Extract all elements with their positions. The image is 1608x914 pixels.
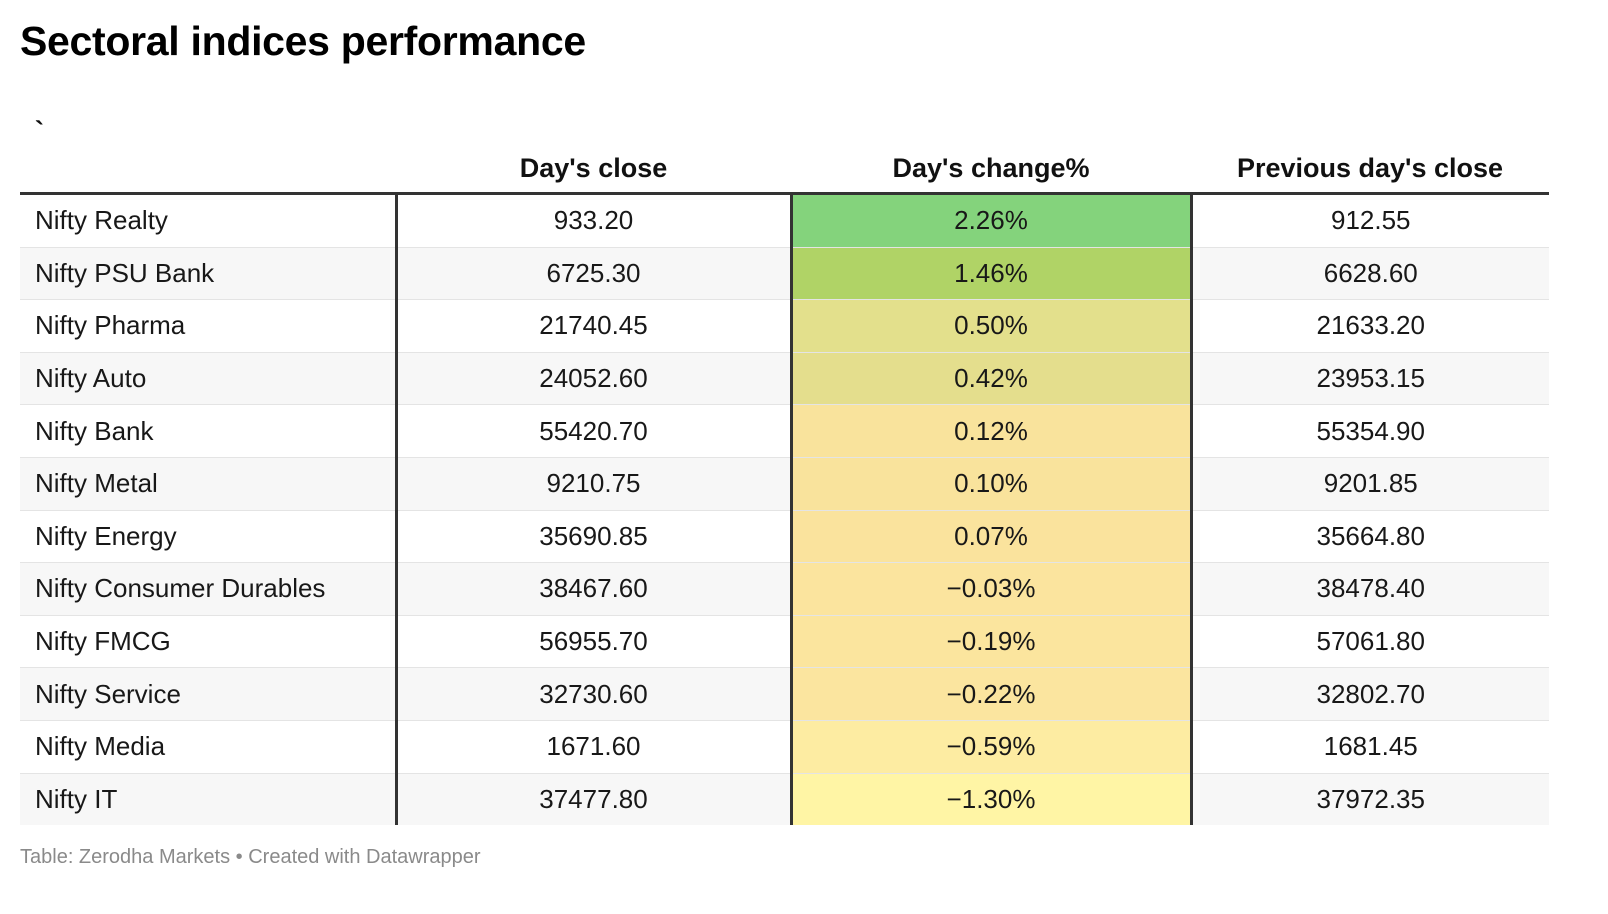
cell-index-name: Nifty FMCG: [20, 615, 398, 669]
column-header-previous-close[interactable]: Previous day's close: [1191, 106, 1549, 195]
table-header: ` Day's close Day's change% Previous day…: [20, 106, 1549, 195]
cell-index-name: Nifty Pharma: [20, 299, 398, 353]
cell-days-close: 38467.60: [396, 562, 793, 616]
cell-index-name: Nifty PSU Bank: [20, 247, 398, 301]
header-row: ` Day's close Day's change% Previous day…: [20, 106, 1549, 195]
page-title: Sectoral indices performance: [20, 18, 586, 64]
table-row: Nifty Consumer Durables 38467.60 −0.03% 384…: [20, 562, 1549, 616]
cell-previous-close: 37972.35: [1191, 773, 1549, 826]
column-header-name[interactable]: `: [20, 106, 396, 195]
table-row: Nifty Pharma 21740.45 0.50% 21633.20: [20, 299, 1549, 353]
table-row: Nifty Bank 55420.70 0.12% 55354.90: [20, 404, 1549, 458]
table-row: Nifty Service 32730.60 −0.22% 32802.70: [20, 667, 1549, 721]
cell-days-change: −1.30%: [791, 773, 1193, 826]
cell-days-close: 32730.60: [396, 667, 793, 721]
table-row: Nifty Energy 35690.85 0.07% 35664.80: [20, 510, 1549, 564]
cell-days-change: 0.07%: [791, 510, 1193, 564]
cell-days-close: 933.20: [396, 193, 793, 248]
cell-previous-close: 23953.15: [1191, 352, 1549, 406]
cell-days-change: 1.46%: [791, 247, 1193, 301]
cell-days-close: 35690.85: [396, 510, 793, 564]
table-row: Nifty Realty 933.20 2.26% 912.55: [20, 193, 1549, 248]
table-row: Nifty Media 1671.60 −0.59% 1681.45: [20, 720, 1549, 774]
cell-previous-close: 6628.60: [1191, 247, 1549, 301]
cell-index-name: Nifty Auto: [20, 352, 398, 406]
cell-days-change: 0.42%: [791, 352, 1193, 406]
cell-previous-close: 55354.90: [1191, 404, 1549, 458]
cell-days-close: 9210.75: [396, 457, 793, 511]
cell-days-change: −0.59%: [791, 720, 1193, 774]
cell-index-name: Nifty Service: [20, 667, 398, 721]
cell-days-change: 0.12%: [791, 404, 1193, 458]
cell-previous-close: 912.55: [1191, 193, 1549, 248]
cell-previous-close: 32802.70: [1191, 667, 1549, 721]
cell-previous-close: 21633.20: [1191, 299, 1549, 353]
cell-days-close: 1671.60: [396, 720, 793, 774]
cell-days-close: 24052.60: [396, 352, 793, 406]
table-row: Nifty PSU Bank 6725.30 1.46% 6628.60: [20, 247, 1549, 301]
cell-days-close: 6725.30: [396, 247, 793, 301]
cell-days-change: −0.03%: [791, 562, 1193, 616]
column-header-days-close[interactable]: Day's close: [396, 106, 791, 195]
cell-days-close: 37477.80: [396, 773, 793, 826]
column-header-days-change[interactable]: Day's change%: [791, 106, 1191, 195]
cell-previous-close: 9201.85: [1191, 457, 1549, 511]
cell-index-name: Nifty Metal: [20, 457, 398, 511]
cell-previous-close: 35664.80: [1191, 510, 1549, 564]
cell-days-close: 21740.45: [396, 299, 793, 353]
cell-previous-close: 38478.40: [1191, 562, 1549, 616]
cell-index-name: Nifty Realty: [20, 193, 398, 248]
sectoral-table: ` Day's close Day's change% Previous day…: [20, 106, 1549, 826]
cell-previous-close: 57061.80: [1191, 615, 1549, 669]
table-row: Nifty IT 37477.80 −1.30% 37972.35: [20, 773, 1549, 826]
cell-days-change: 2.26%: [791, 193, 1193, 248]
table-body: Nifty Realty 933.20 2.26% 912.55 Nifty PSU B…: [20, 193, 1549, 826]
cell-days-close: 55420.70: [396, 404, 793, 458]
cell-previous-close: 1681.45: [1191, 720, 1549, 774]
cell-days-change: 0.50%: [791, 299, 1193, 353]
cell-index-name: Nifty IT: [20, 773, 398, 826]
table-row: Nifty FMCG 56955.70 −0.19% 57061.80: [20, 615, 1549, 669]
cell-days-change: −0.22%: [791, 667, 1193, 721]
cell-index-name: Nifty Energy: [20, 510, 398, 564]
table-row: Nifty Metal 9210.75 0.10% 9201.85: [20, 457, 1549, 511]
source-note: Table: Zerodha Markets • Created with Da…: [20, 846, 481, 868]
table-row: Nifty Auto 24052.60 0.42% 23953.15: [20, 352, 1549, 406]
cell-days-change: 0.10%: [791, 457, 1193, 511]
cell-index-name: Nifty Bank: [20, 404, 398, 458]
cell-index-name: Nifty Consumer Durables: [20, 562, 398, 616]
cell-days-close: 56955.70: [396, 615, 793, 669]
cell-index-name: Nifty Media: [20, 720, 398, 774]
cell-days-change: −0.19%: [791, 615, 1193, 669]
